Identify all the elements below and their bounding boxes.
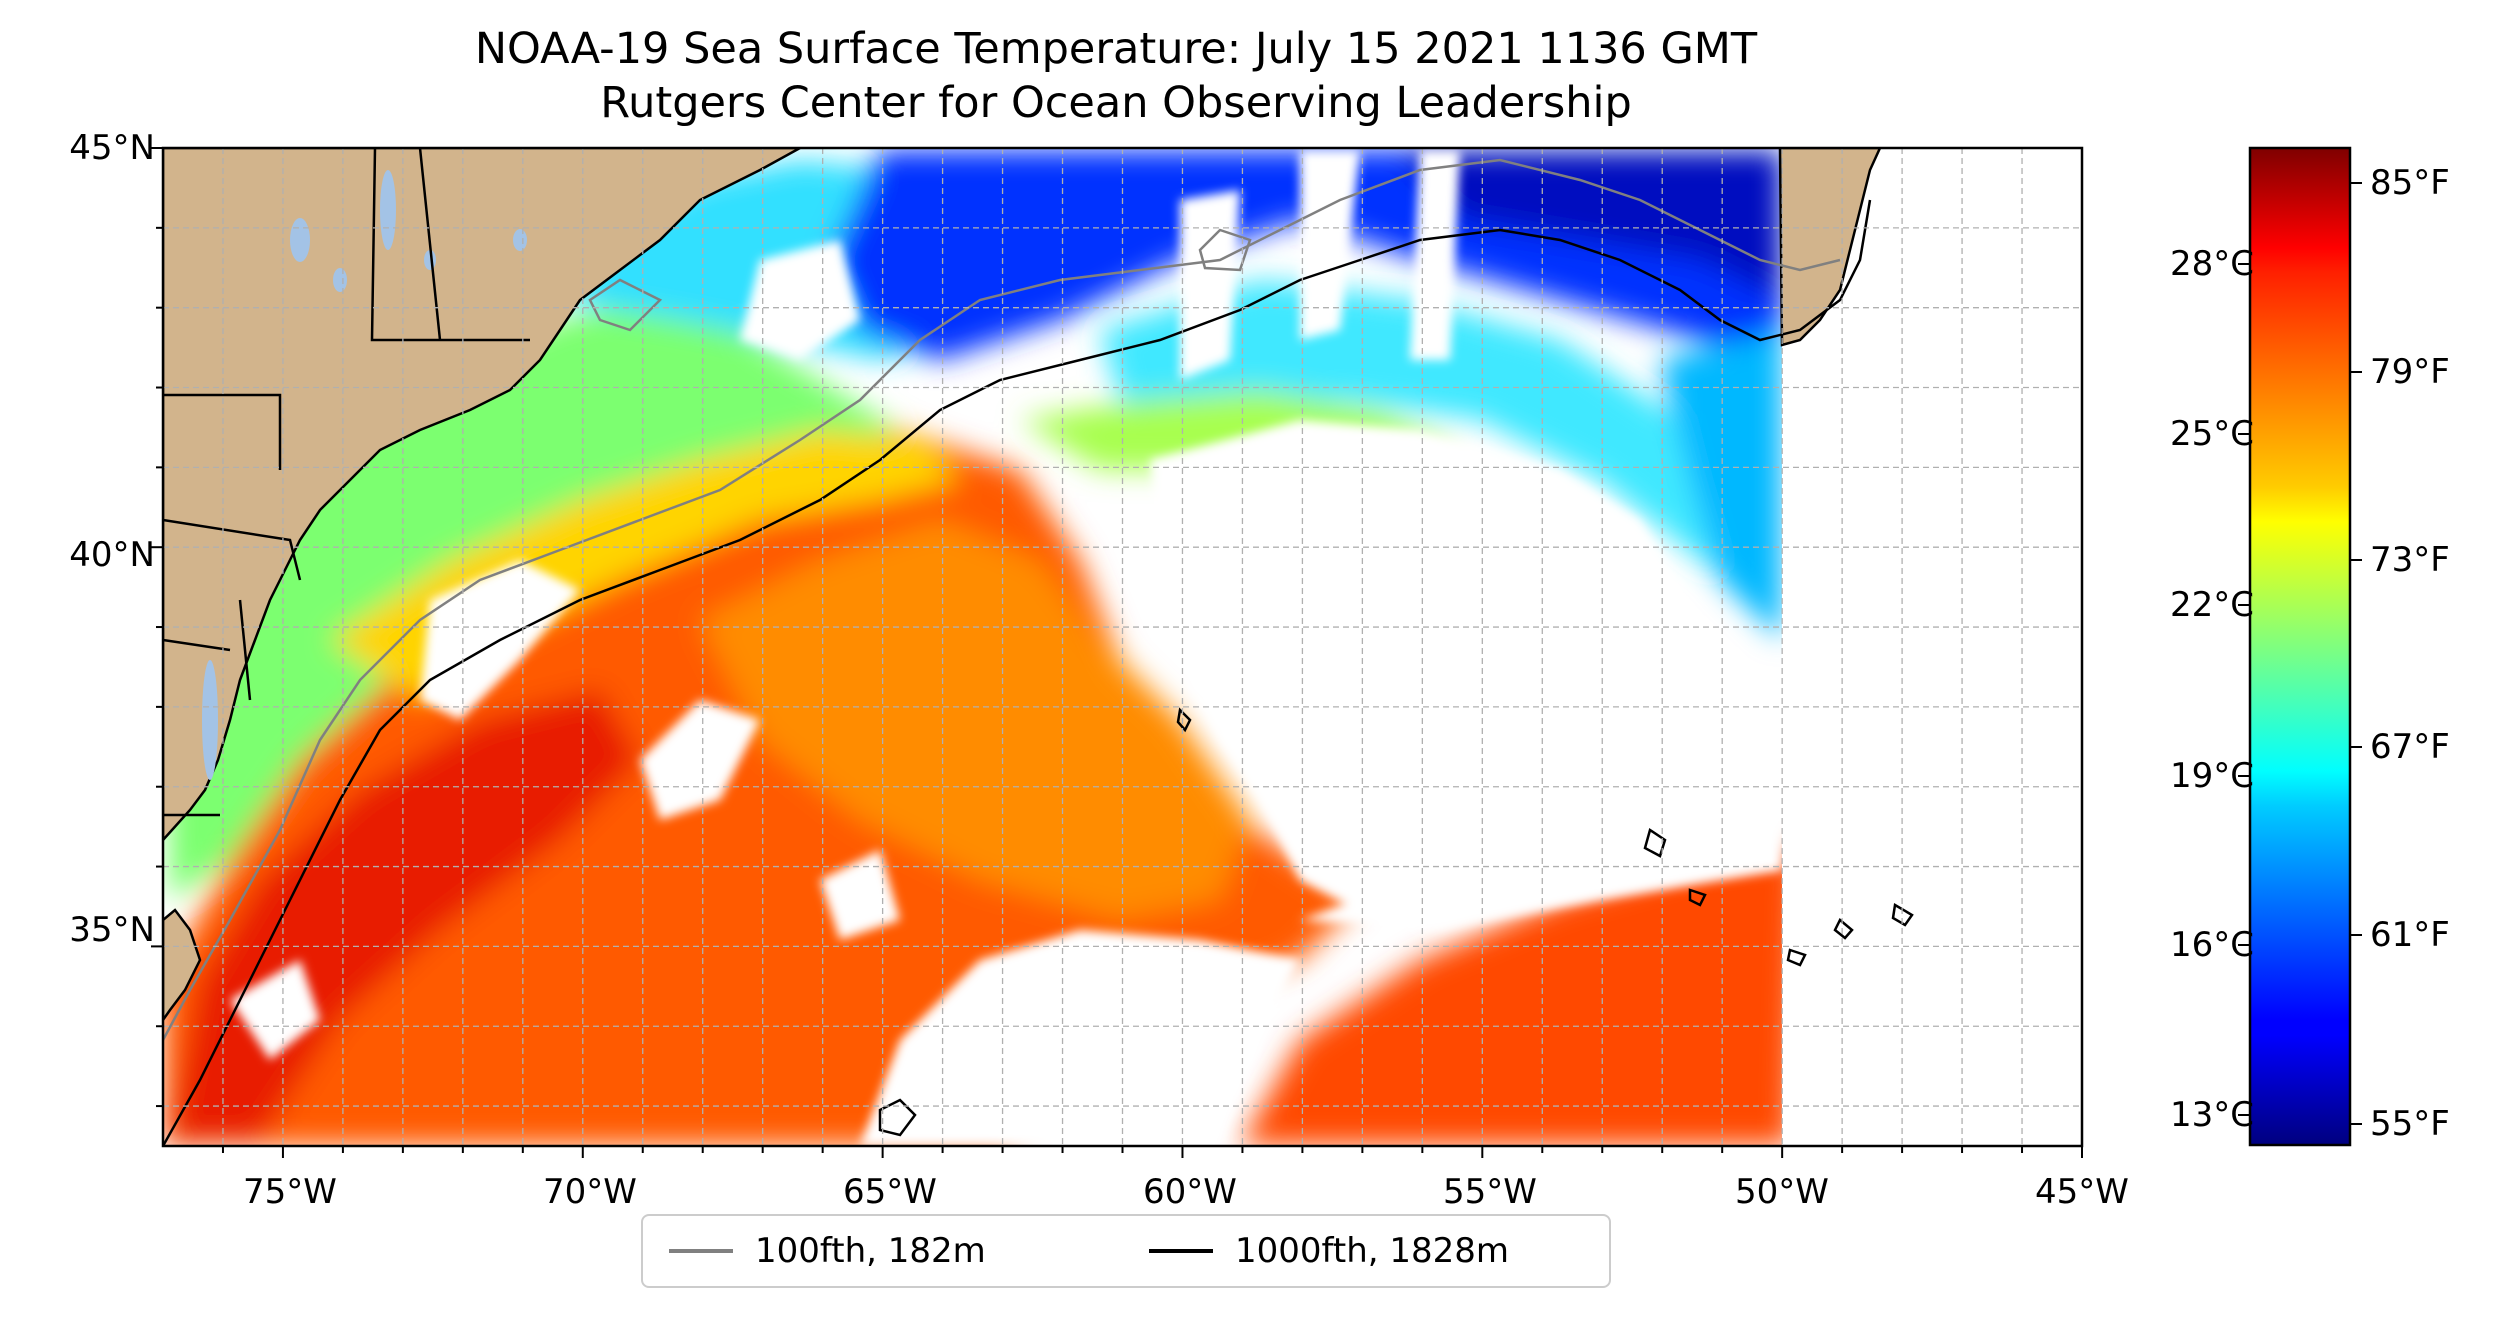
cloud-mask: [230, 150, 1782, 1146]
lon-label-50w: 50°W: [1735, 1172, 1829, 1212]
seamount-5: [1891, 902, 1914, 927]
border-2: [370, 148, 530, 342]
cb-fahrenheit-73: 73°F: [2370, 540, 2450, 580]
contour-100fth: [163, 158, 1841, 1041]
lon-label-70w: 70°W: [543, 1172, 637, 1212]
title-line-2: Rutgers Center for Ocean Observing Leade…: [600, 78, 1632, 128]
contour-100fth-shelf: [163, 158, 1841, 1041]
lon-label-65w: 65°W: [843, 1172, 937, 1212]
seamount-2: [1688, 888, 1707, 907]
cloud-southwest: [230, 960, 320, 1060]
no-data-east: [1782, 148, 2082, 1146]
sst-cold-deep: [1400, 150, 1782, 300]
legend-swatch-1000fth: [1149, 1249, 1213, 1253]
cloud-mid-west: [640, 700, 760, 820]
sst-east-cyan: [1660, 330, 1782, 640]
cb-fahrenheit-85: 85°F: [2370, 163, 2450, 203]
chesapeake-bay: [202, 660, 218, 780]
cloud-central: [1150, 420, 1782, 920]
border-5: [238, 599, 252, 701]
seamount-1: [1643, 828, 1667, 858]
cb-celsius-22: 22°C: [2169, 585, 2254, 625]
cb-celsius-25: 25°C: [2169, 414, 2254, 454]
lake-b: [333, 268, 347, 292]
seamount-4: [1833, 918, 1854, 940]
lake-d: [513, 229, 527, 251]
lake-a: [290, 218, 310, 262]
cb-celsius-13: 13°C: [2169, 1095, 2254, 1135]
lon-label-45w: 45°W: [2035, 1172, 2129, 1212]
seamount-6: [1176, 707, 1192, 733]
land-nova-scotia: [1778, 148, 1882, 347]
contour-100fth-georges: [1198, 228, 1252, 272]
contour-100fth-gulfmaine: [588, 278, 663, 332]
legend-label-1000fth: 1000fth, 1828m: [1235, 1231, 1510, 1271]
cb-celsius-16: 16°C: [2169, 925, 2254, 965]
cloud-lower-patch: [820, 850, 900, 940]
cb-celsius-19: 19°C: [2169, 756, 2254, 796]
cb-fahrenheit-61: 61°F: [2370, 915, 2450, 955]
sst-orange-center: [700, 520, 1250, 920]
contour-legend: 100fth, 182m 1000fth, 1828m: [641, 1214, 1611, 1288]
seamount-3: [1786, 948, 1807, 967]
inland-water: [202, 170, 527, 780]
map-ticks: [151, 147, 2083, 1158]
lon-label-55w: 55°W: [1443, 1172, 1537, 1212]
cb-fahrenheit-67: 67°F: [2370, 727, 2450, 767]
contour-1000fth: [163, 199, 1914, 1146]
cloud-south-central: [860, 930, 1300, 1146]
legend-label-100fth: 100fth, 182m: [755, 1231, 986, 1271]
sst-southeast-warm: [1240, 850, 1800, 1146]
title-line-1: NOAA-19 Sea Surface Temperature: July 15…: [474, 24, 1758, 74]
cb-fahrenheit-55: 55°F: [2370, 1104, 2450, 1144]
lake-champlain: [380, 170, 396, 250]
colorbar-scale: [2248, 146, 2352, 1147]
map-area: [163, 148, 2082, 1146]
border-1: [163, 393, 282, 470]
cb-celsius-28: 28°C: [2169, 244, 2254, 284]
land: [163, 148, 1882, 1023]
legend-swatch-100fth: [669, 1249, 733, 1253]
sst-slope-cyan: [1100, 280, 1782, 620]
cloud-north-streak-3: [1180, 190, 1240, 380]
legend-item-1000fth: 1000fth, 1828m: [1149, 1226, 1509, 1276]
contour-1000fth-slope: [163, 199, 1872, 1146]
lon-label-75w: 75°W: [243, 1172, 337, 1212]
lat-label-40n: 40°N: [69, 535, 155, 575]
lon-label-60w: 60°W: [1143, 1172, 1237, 1212]
lat-label-45n: 45°N: [69, 128, 155, 168]
seamount-7: [878, 1098, 917, 1137]
map-grid: [163, 148, 2082, 1146]
border-4: [163, 518, 302, 581]
map-title: NOAA-19 Sea Surface Temperature: July 15…: [0, 22, 2232, 130]
lat-label-35n: 35°N: [69, 910, 155, 950]
cb-fahrenheit-79: 79°F: [2370, 352, 2450, 392]
cloud-north-left: [740, 240, 860, 360]
colorbar-ticks: [2238, 182, 2362, 1125]
legend-item-100fth: 100fth, 182m: [669, 1226, 986, 1276]
land-north-america: [163, 148, 801, 842]
border-6: [163, 638, 231, 652]
